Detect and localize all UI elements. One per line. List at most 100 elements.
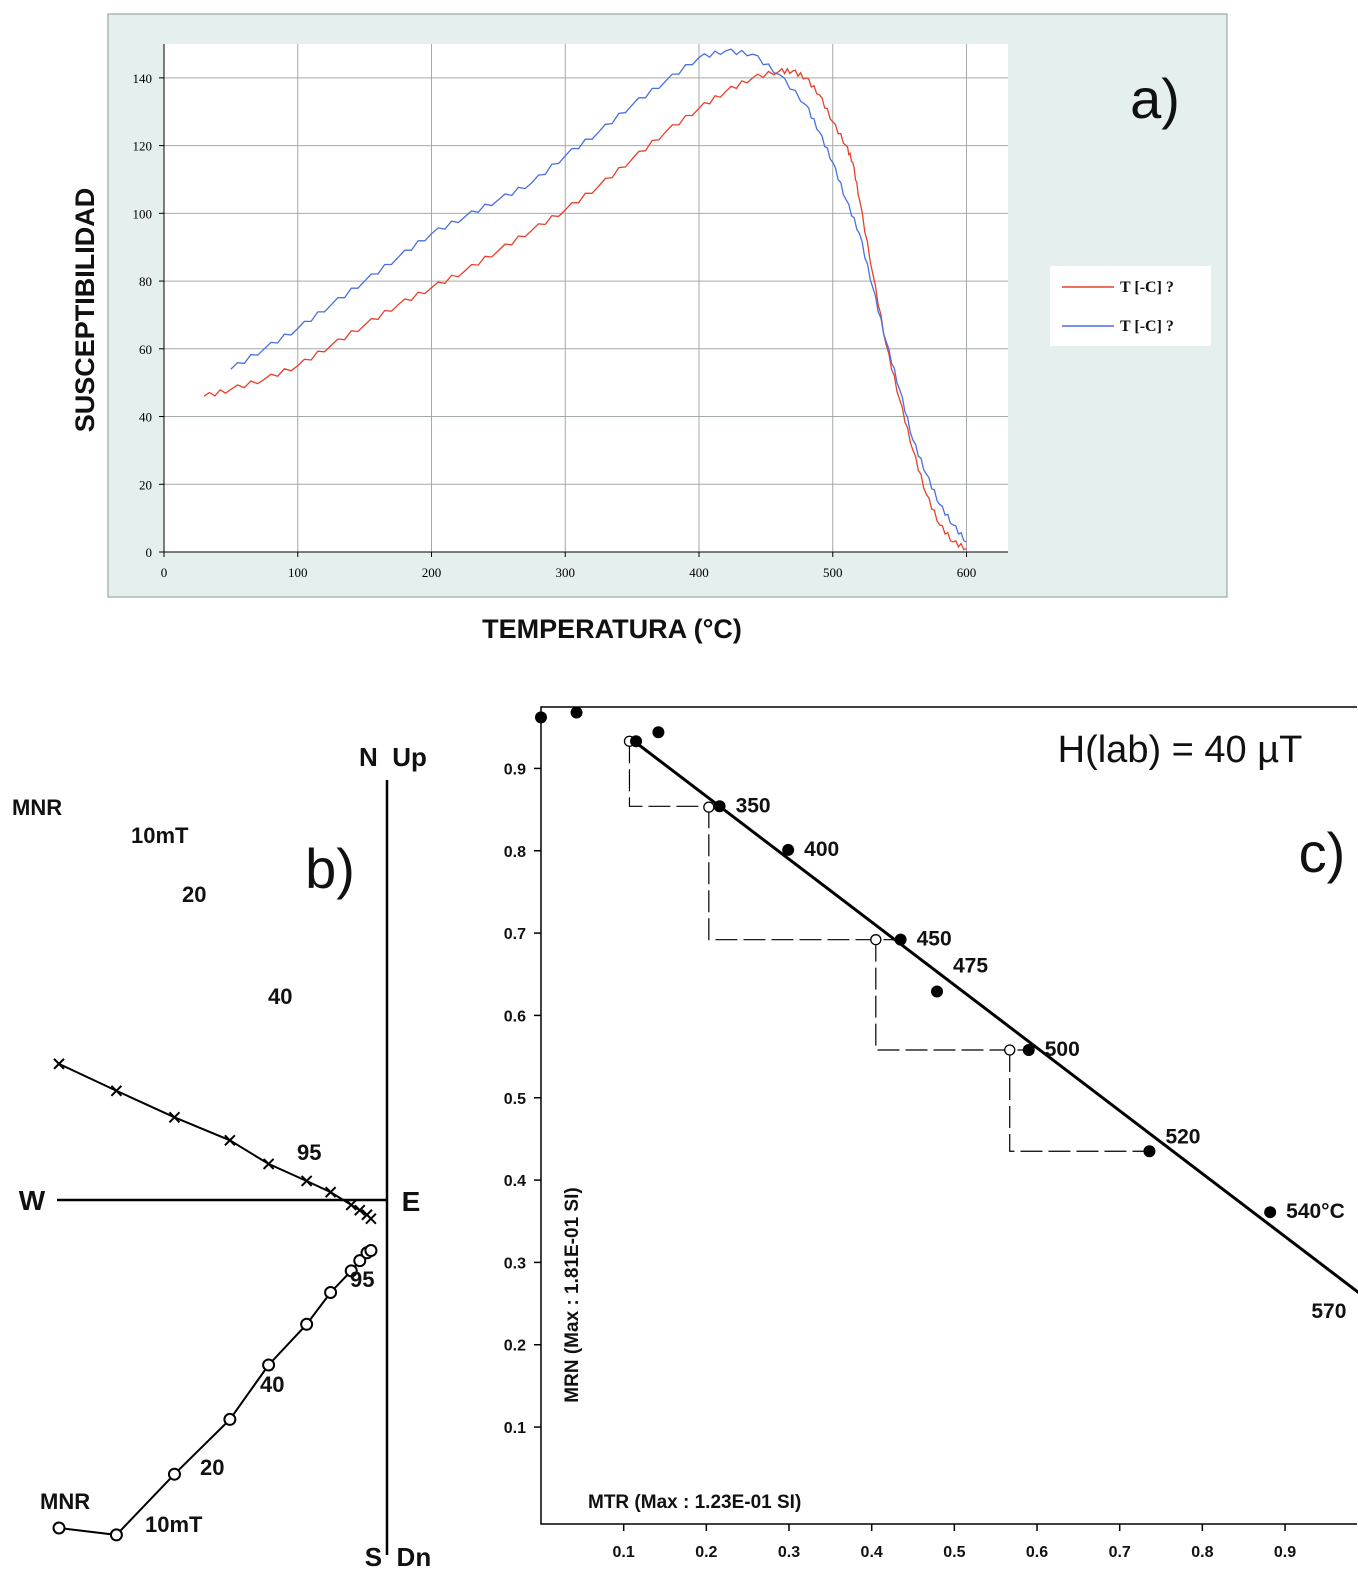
panel-a-grid (159, 44, 1008, 557)
legend-label-series-2: T [-C] ? (1120, 318, 1174, 335)
data-point (1143, 1145, 1156, 1158)
y-tick-label: 0.8 (504, 844, 526, 861)
panel-c-x-axis-label: MTR (Max : 1.23E-01 SI) (588, 1492, 801, 1513)
ptrm-check-point (703, 801, 715, 813)
data-point-label: 450 (917, 928, 952, 951)
y-tick-label: 100 (133, 206, 153, 221)
data-point (894, 933, 907, 946)
vertical-point (324, 1285, 338, 1299)
data-point-label: 570 (1311, 1300, 1346, 1323)
panel-b-vertical-projection (52, 1244, 378, 1542)
vertical-point (353, 1254, 367, 1268)
panel-a-plot-area (164, 44, 1008, 552)
data-point (1022, 1043, 1035, 1056)
horizontal-point (224, 1134, 236, 1147)
horizontal-point (354, 1204, 366, 1216)
y-tick-label: 0.1 (504, 1420, 526, 1437)
horizontal-point (262, 1158, 275, 1170)
panel-a-label: a) (1130, 67, 1180, 130)
vertical-point (109, 1528, 123, 1542)
data-point (652, 726, 665, 739)
panel-c-field-annotation: H(lab) = 40 µT (1058, 729, 1303, 771)
data-point (570, 706, 583, 719)
x-tick-label: 0.8 (1191, 1544, 1213, 1561)
vertical-point (52, 1521, 66, 1535)
cross-stroke (365, 1212, 377, 1225)
panel-b-east-label: E (402, 1186, 421, 1217)
horizontal-path (58, 1062, 372, 1220)
panel-c-ptrm-checks (623, 735, 1150, 1152)
data-point-label: 540°C (1286, 1200, 1345, 1223)
x-tick-label: 0.1 (613, 1544, 635, 1561)
horizontal-point (345, 1199, 357, 1211)
vertical-point (364, 1244, 378, 1258)
vertical-point (300, 1317, 314, 1331)
data-point-label: 520 (1165, 1125, 1200, 1148)
panel-a-tick-labels: 0 100 200 300 400 500 600 0 20 40 60 80 100 120 140 (133, 71, 977, 580)
cross-stroke (345, 1199, 357, 1211)
y-tick-label: 20 (139, 477, 152, 492)
horizontal-point (168, 1111, 181, 1124)
vertical-label-40: 40 (260, 1372, 284, 1397)
cross-stroke (168, 1111, 181, 1124)
y-tick-label: 0 (146, 545, 153, 560)
y-tick-label: 140 (133, 71, 153, 86)
vertical-label-10mt: 10mT (145, 1512, 203, 1537)
ptrm-check-path (708, 806, 901, 941)
horizontal-label-mnr: MNR (12, 795, 62, 820)
data-point (930, 985, 943, 998)
cross-stroke (354, 1204, 366, 1216)
panel-c-label: c) (1299, 821, 1346, 884)
x-tick-label: 0.4 (861, 1544, 883, 1561)
x-tick-label: 100 (288, 565, 308, 580)
x-tick-label: 0.2 (695, 1544, 717, 1561)
panel-b-west-label: W (19, 1185, 46, 1216)
ptrm-check-path (875, 939, 1029, 1051)
panel-b-label: b) (305, 837, 355, 900)
panel-b-horizontal-projection (53, 1058, 377, 1225)
x-tick-label: 400 (689, 565, 709, 580)
vertical-point (344, 1264, 358, 1278)
horizontal-point (110, 1085, 123, 1097)
horizontal-point (300, 1175, 313, 1187)
ptrm-check-point (1004, 1044, 1016, 1056)
y-tick-label: 60 (139, 342, 152, 357)
x-tick-label: 500 (823, 565, 843, 580)
panel-a-series (203, 48, 967, 551)
panel-a-legend: T [-C] ? T [-C] ? (1050, 266, 1211, 346)
cross-stroke (324, 1186, 337, 1198)
vertical-point (262, 1358, 276, 1372)
x-tick-label: 200 (422, 565, 442, 580)
panel-c-tick-labels: 0.1 0.2 0.3 0.4 0.5 0.6 0.7 0.8 0.9 0.1 0.2 0.3 0.4 0… (504, 761, 1296, 1561)
ptrm-check-point (870, 934, 882, 946)
cross-stroke (300, 1175, 313, 1187)
data-point-label: 500 (1045, 1038, 1080, 1061)
data-point (782, 843, 795, 856)
data-point-label: 350 (736, 794, 771, 817)
y-tick-label: 0.3 (504, 1255, 526, 1272)
cross-stroke (53, 1058, 65, 1070)
y-tick-label: 0.6 (504, 1008, 526, 1025)
x-tick-label: 0.3 (778, 1544, 800, 1561)
horizontal-label-40: 40 (268, 984, 292, 1009)
panel-b: N Up S Dn W E b) MNR 10mT 20 40 95 MNR 1… (12, 742, 431, 1569)
y-tick-label: 120 (133, 139, 153, 154)
y-tick-label: 80 (139, 274, 152, 289)
horizontal-point (53, 1058, 65, 1070)
y-tick-label: 0.4 (504, 1173, 526, 1190)
y-tick-label: 40 (139, 410, 152, 425)
y-tick-label: 0.2 (504, 1338, 526, 1355)
vertical-label-mnr: MNR (40, 1489, 90, 1514)
cross-stroke (224, 1134, 236, 1147)
vertical-label-95: 95 (350, 1267, 374, 1292)
panel-b-south-label: S Dn (365, 1542, 431, 1569)
data-point (535, 711, 547, 724)
y-tick-label: 0.9 (504, 761, 526, 778)
panel-a-y-axis-label: SUSCEPTIBILIDAD (70, 188, 100, 433)
vertical-point (167, 1467, 181, 1481)
panel-c-y-axis-label: MRN (Max : 1.81E-01 SI) (562, 1187, 583, 1402)
x-tick-label: 0.6 (1026, 1544, 1048, 1561)
panel-c-fit-line (631, 738, 1358, 1294)
panel-c: 0.1 0.2 0.3 0.4 0.5 0.6 0.7 0.8 0.9 0.1 0.2 0.3 0.4 0… (504, 706, 1358, 1561)
